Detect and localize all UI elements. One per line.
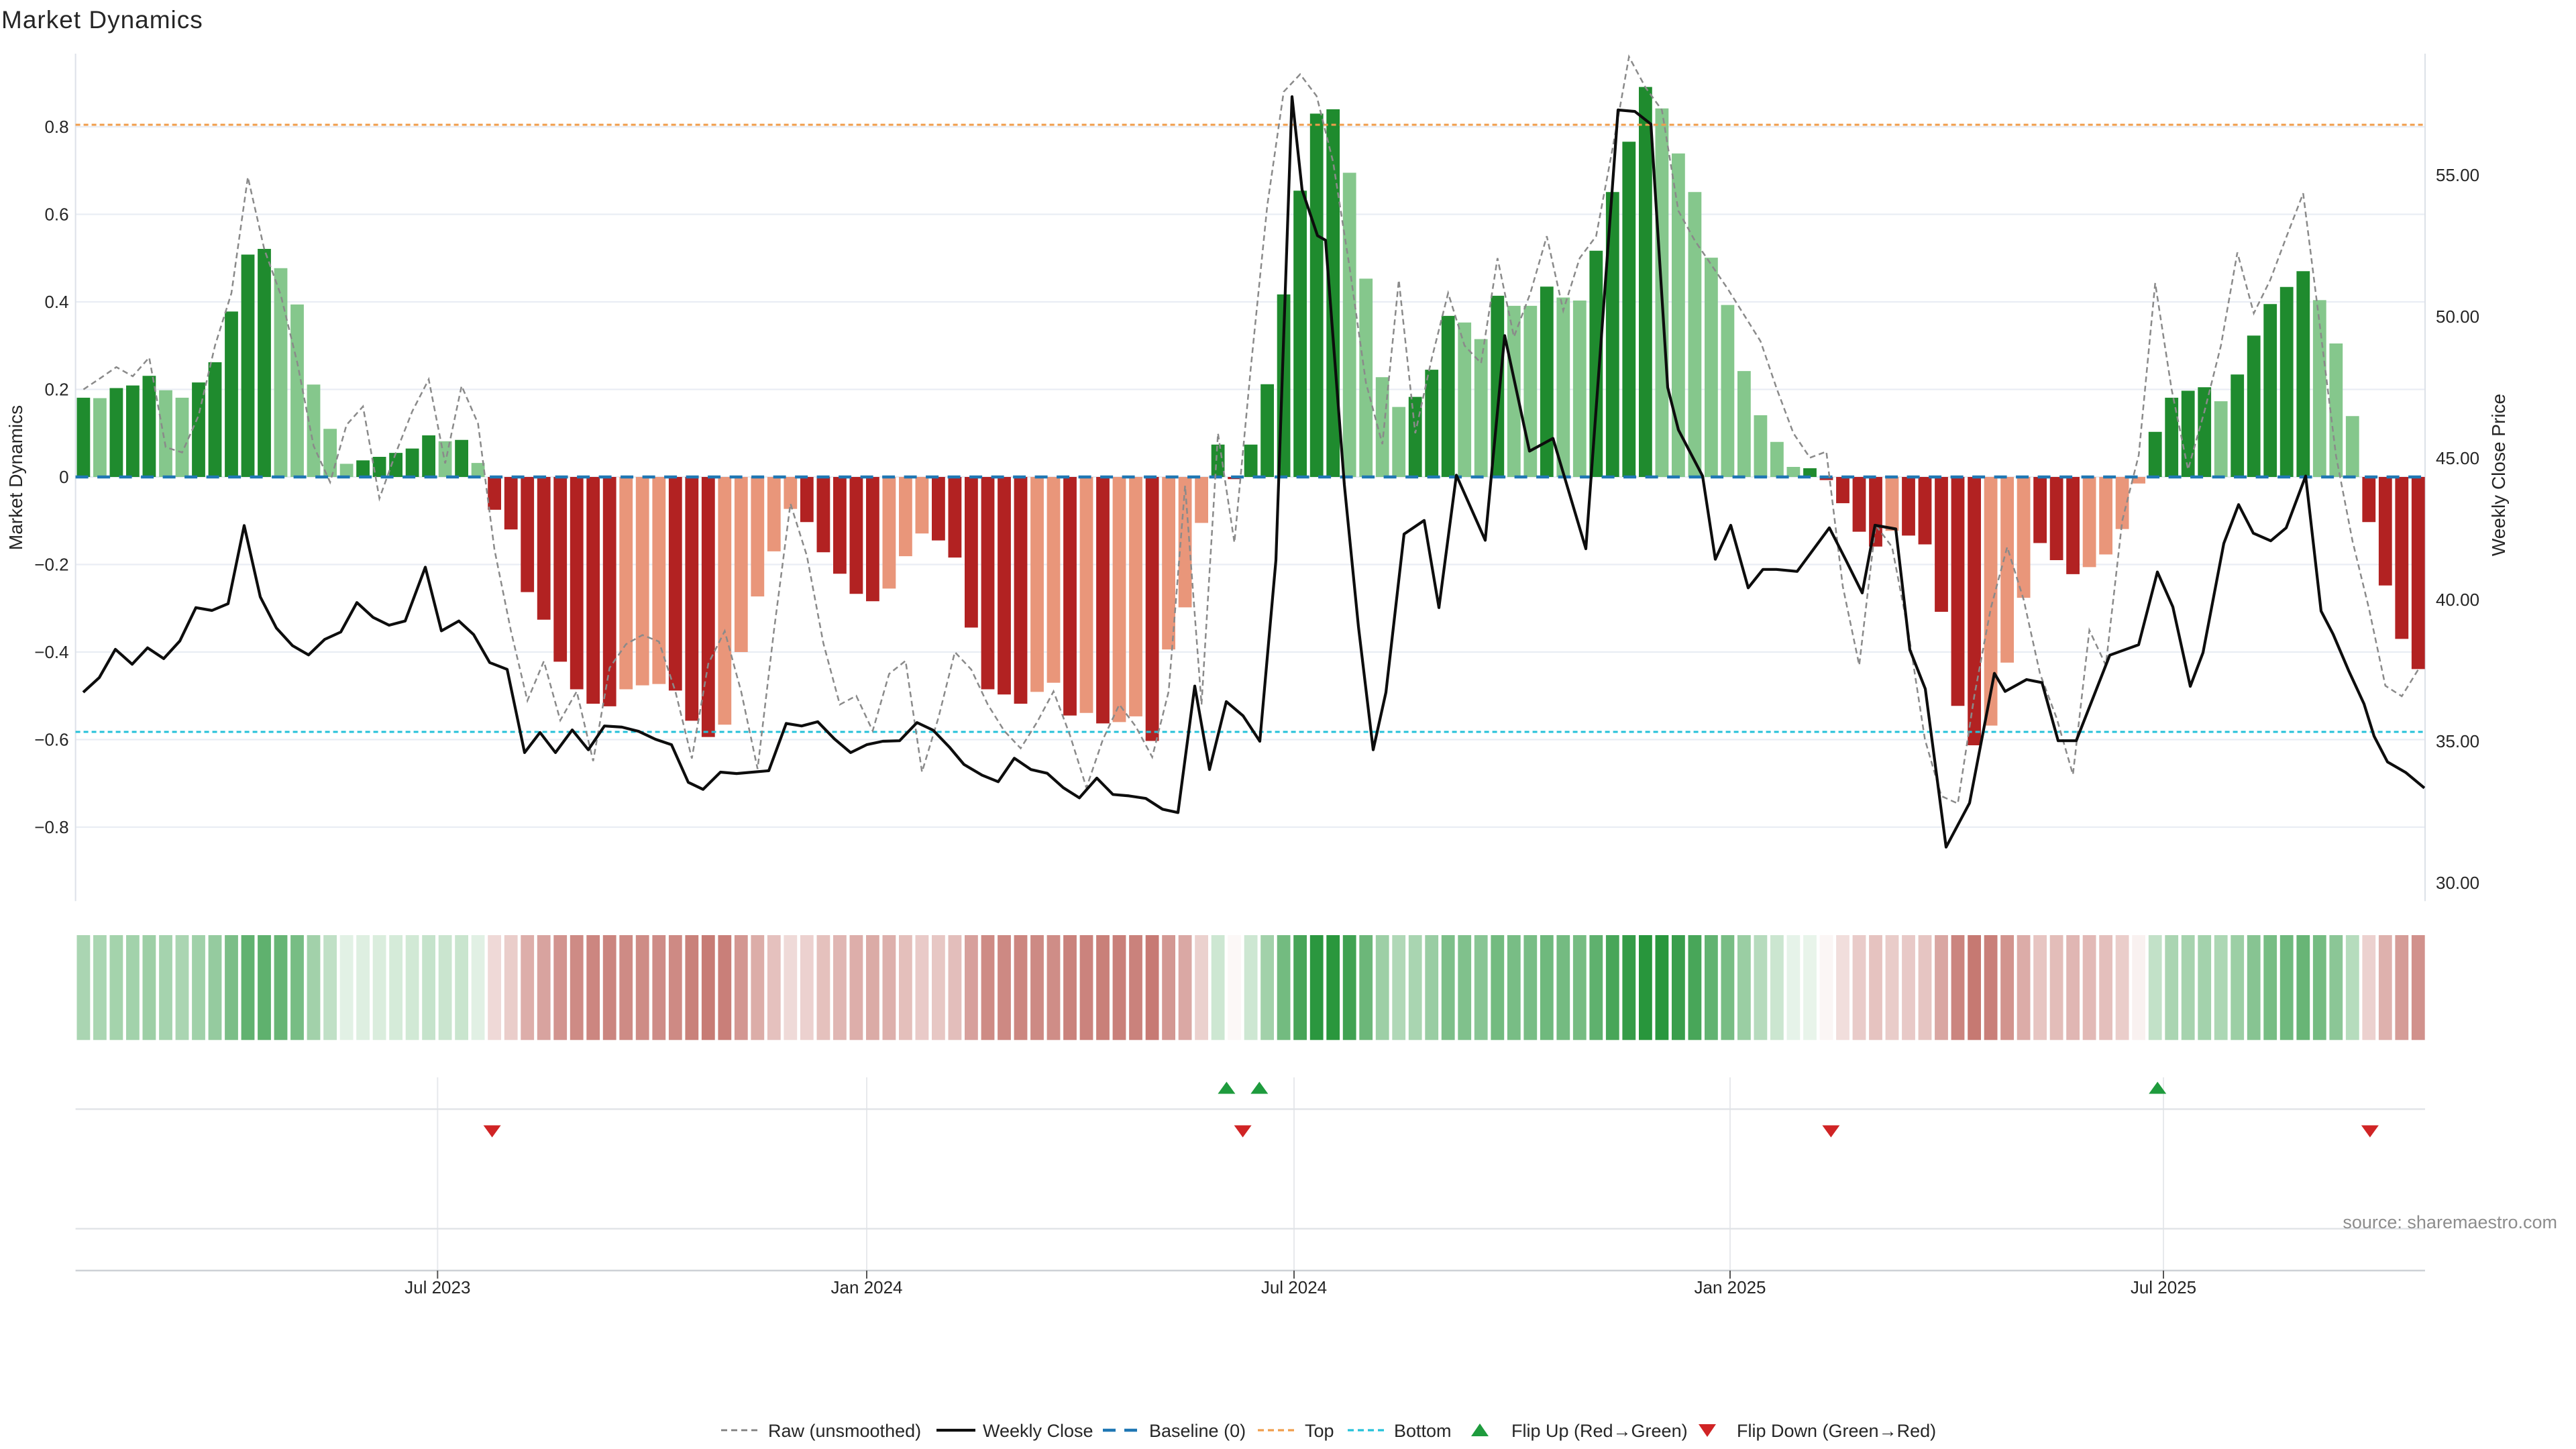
svg-text:Jul 2023: Jul 2023	[405, 1277, 470, 1297]
svg-text:Jul 2025: Jul 2025	[2131, 1277, 2196, 1297]
svg-text:Jan 2025: Jan 2025	[1695, 1277, 1766, 1297]
svg-text:0: 0	[59, 467, 68, 487]
svg-text:−0.8: −0.8	[34, 817, 68, 837]
svg-text:−0.4: −0.4	[34, 642, 68, 662]
svg-text:0.4: 0.4	[44, 292, 68, 312]
svg-text:Flip Down (Green→Red): Flip Down (Green→Red)	[1737, 1421, 1936, 1441]
svg-text:Market Dynamics: Market Dynamics	[1, 6, 203, 34]
svg-text:Top: Top	[1305, 1421, 1334, 1441]
svg-text:35.00: 35.00	[2436, 731, 2479, 751]
svg-text:Jan 2024: Jan 2024	[831, 1277, 903, 1297]
svg-text:30.00: 30.00	[2436, 873, 2479, 893]
svg-text:0.8: 0.8	[44, 117, 68, 137]
svg-text:−0.6: −0.6	[34, 730, 68, 750]
svg-text:Weekly Close Price: Weekly Close Price	[2488, 394, 2509, 556]
svg-text:Raw (unsmoothed): Raw (unsmoothed)	[768, 1421, 921, 1441]
svg-text:0.6: 0.6	[44, 205, 68, 225]
svg-text:Market Dynamics: Market Dynamics	[5, 405, 26, 550]
svg-text:Flip Up (Red→Green): Flip Up (Red→Green)	[1511, 1421, 1688, 1441]
svg-text:Bottom: Bottom	[1394, 1421, 1452, 1441]
svg-text:40.00: 40.00	[2436, 590, 2479, 610]
svg-text:Weekly Close: Weekly Close	[983, 1421, 1093, 1441]
svg-text:−0.2: −0.2	[34, 555, 68, 575]
svg-text:Jul 2024: Jul 2024	[1261, 1277, 1327, 1297]
svg-text:source: sharemaestro.com: source: sharemaestro.com	[2343, 1212, 2557, 1232]
svg-text:55.00: 55.00	[2436, 165, 2479, 185]
svg-text:Baseline (0): Baseline (0)	[1149, 1421, 1246, 1441]
svg-text:45.00: 45.00	[2436, 448, 2479, 468]
svg-text:50.00: 50.00	[2436, 307, 2479, 327]
svg-text:0.2: 0.2	[44, 380, 68, 400]
